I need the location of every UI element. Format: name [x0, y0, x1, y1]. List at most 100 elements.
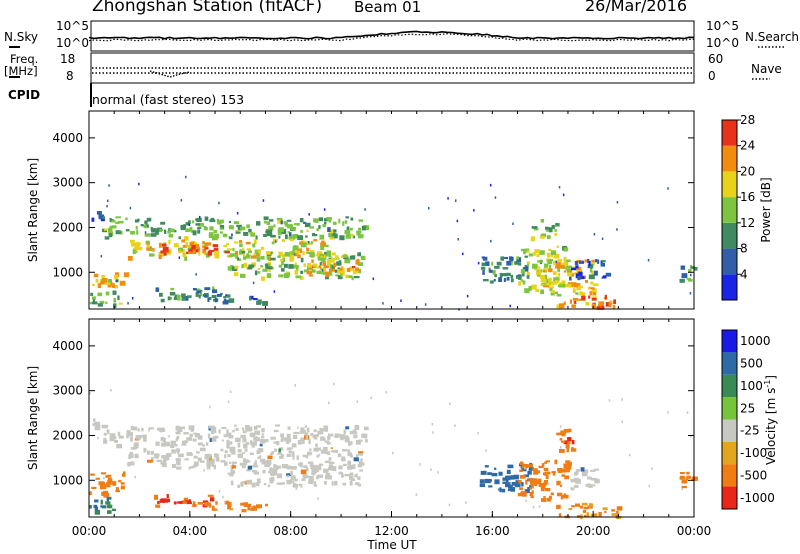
- data-cell: [195, 292, 199, 297]
- data-cell: [329, 461, 335, 464]
- data-cell: [114, 440, 118, 443]
- data-cell: [230, 264, 234, 268]
- data-cell: [290, 227, 296, 231]
- data-cell: [506, 260, 511, 266]
- data-cell: [319, 428, 325, 432]
- data-cell: [294, 477, 296, 480]
- data-cell: [506, 277, 510, 281]
- data-cell: [331, 265, 335, 270]
- data-cell: [321, 240, 325, 244]
- data-cell: [107, 227, 113, 233]
- data-cell: [216, 294, 222, 297]
- data-cell: [577, 285, 583, 289]
- data-cell: [308, 475, 314, 481]
- search-tick-bottom: 10^0: [706, 36, 739, 50]
- data-cell: [553, 271, 557, 275]
- data-cell: [561, 433, 566, 437]
- data-cell: [329, 264, 334, 269]
- data-cell: [582, 509, 587, 513]
- data-cell: [356, 400, 359, 403]
- data-cell: [223, 434, 228, 438]
- data-cell: [266, 229, 273, 232]
- data-cell: [528, 467, 534, 471]
- data-cell: [563, 256, 567, 262]
- data-cell: [189, 241, 195, 247]
- data-cell: [326, 217, 332, 221]
- data-cell: [160, 442, 167, 447]
- data-cell: [567, 270, 570, 274]
- data-cell: [321, 269, 324, 272]
- data-cell: [346, 231, 350, 237]
- data-cell: [256, 221, 261, 226]
- data-cell: [339, 235, 345, 241]
- data-cell: [555, 281, 559, 284]
- data-cell: [208, 249, 215, 252]
- data-cell: [551, 471, 556, 474]
- data-cell: [557, 280, 560, 283]
- data-cell: [164, 441, 170, 447]
- data-cell: [185, 228, 190, 233]
- data-cell: [208, 232, 214, 237]
- data-cell: [136, 230, 139, 235]
- data-cell: [550, 287, 553, 291]
- data-cell: [212, 436, 216, 440]
- data-cell: [291, 466, 297, 469]
- colorbar-segment: [722, 441, 737, 465]
- freq-label: Freq.: [10, 52, 39, 66]
- data-cell: [130, 239, 135, 243]
- data-cell: [507, 464, 514, 469]
- data-cell: [486, 479, 492, 482]
- data-cell: [146, 217, 152, 222]
- data-cell: [150, 227, 153, 232]
- data-cell: [527, 470, 532, 475]
- data-cell: [170, 287, 175, 291]
- data-cell: [529, 492, 533, 496]
- data-cell: [115, 216, 121, 219]
- data-cell: [318, 265, 322, 268]
- data-cell: [154, 453, 160, 457]
- data-cell: [321, 256, 327, 260]
- data-cell: [273, 441, 279, 444]
- data-cell: [523, 249, 526, 255]
- data-cell: [473, 209, 475, 212]
- data-cell: [293, 435, 298, 439]
- colorbar-tick-label: 500: [740, 357, 763, 371]
- data-cell: [192, 504, 197, 507]
- data-cell: [188, 425, 195, 430]
- data-cell: [107, 199, 109, 203]
- data-cell: [560, 262, 566, 265]
- data-cell: [247, 267, 253, 270]
- data-cell: [99, 484, 105, 490]
- data-cell: [281, 240, 285, 242]
- data-cell: [123, 471, 126, 477]
- data-cell: [563, 261, 568, 267]
- data-cell: [331, 450, 336, 453]
- data-cell: [177, 451, 179, 455]
- data-cell: [348, 441, 353, 445]
- data-cell: [316, 270, 321, 274]
- data-cell: [186, 244, 190, 247]
- data-cell: [302, 474, 308, 479]
- data-cell: [550, 290, 555, 294]
- data-cell: [325, 274, 330, 277]
- data-cell: [492, 270, 496, 275]
- data-cell: [686, 411, 689, 414]
- data-cell: [579, 505, 583, 509]
- data-cell: [544, 472, 547, 476]
- data-cell: [311, 269, 316, 273]
- data-cell: [282, 257, 286, 263]
- data-cell: [239, 240, 243, 243]
- data-cell: [521, 468, 527, 472]
- data-cell: [330, 447, 333, 450]
- data-cell: [195, 243, 200, 249]
- data-cell: [286, 473, 292, 477]
- cpid-label: CPID: [8, 88, 41, 102]
- data-cell: [287, 231, 290, 234]
- data-cell: [344, 435, 349, 438]
- data-cell: [518, 281, 522, 286]
- data-cell: [91, 486, 97, 489]
- data-cell: [277, 255, 281, 258]
- data-cell: [448, 503, 451, 507]
- data-cell: [192, 249, 196, 254]
- data-cell: [504, 256, 509, 260]
